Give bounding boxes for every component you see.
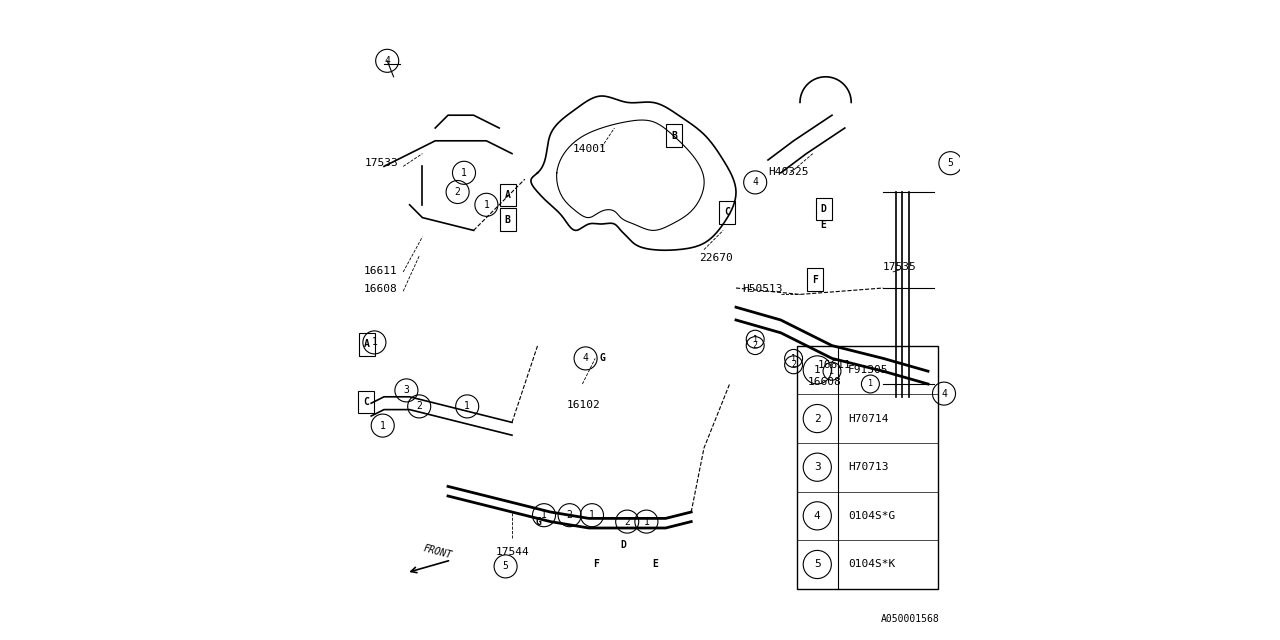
Text: C: C: [364, 397, 369, 407]
Text: 1: 1: [753, 335, 758, 344]
Text: 1: 1: [484, 200, 489, 210]
Text: 16608: 16608: [364, 284, 397, 294]
Text: 3: 3: [403, 385, 410, 396]
Text: 16611: 16611: [818, 360, 851, 370]
Text: D: D: [621, 540, 626, 550]
Text: 1: 1: [380, 420, 385, 431]
Bar: [358, 333, 375, 356]
Bar: [499, 184, 516, 207]
Text: 16102: 16102: [566, 399, 600, 410]
Text: 2: 2: [791, 360, 796, 369]
Text: 1: 1: [644, 516, 649, 527]
Text: H70714: H70714: [849, 413, 888, 424]
Text: 4: 4: [384, 56, 390, 66]
Text: 14001: 14001: [573, 145, 607, 154]
Text: 1: 1: [465, 401, 470, 412]
Bar: [806, 269, 823, 291]
Text: A: A: [364, 339, 370, 349]
Text: 2: 2: [814, 413, 820, 424]
Text: 1: 1: [791, 354, 796, 363]
Text: F: F: [812, 275, 818, 285]
Text: B: B: [671, 131, 677, 141]
Text: 17544: 17544: [497, 547, 530, 557]
Text: 5: 5: [814, 559, 820, 570]
Text: 1: 1: [814, 365, 820, 375]
Text: 0104S*G: 0104S*G: [849, 511, 895, 521]
Text: D: D: [820, 204, 827, 214]
Text: 2: 2: [753, 341, 758, 350]
Text: 16611: 16611: [364, 266, 397, 276]
Text: 17535: 17535: [883, 262, 916, 272]
Text: 4: 4: [582, 353, 589, 364]
Text: 1: 1: [868, 380, 873, 388]
Text: 1: 1: [541, 510, 547, 520]
Text: 0104S*K: 0104S*K: [849, 559, 895, 570]
Text: 22670: 22670: [699, 253, 732, 263]
Text: F: F: [594, 559, 599, 570]
Bar: [666, 124, 682, 147]
Bar: [796, 346, 937, 589]
Text: FRONT: FRONT: [422, 543, 453, 560]
Text: E: E: [820, 220, 827, 230]
Bar: [815, 198, 832, 220]
Text: A050001568: A050001568: [881, 614, 940, 624]
Text: A: A: [504, 190, 511, 200]
Text: H40325: H40325: [768, 168, 809, 177]
Text: 1: 1: [371, 337, 378, 348]
Bar: [499, 208, 516, 231]
Text: 17533: 17533: [365, 159, 398, 168]
Bar: [719, 201, 735, 223]
Text: G: G: [600, 353, 605, 364]
Text: E: E: [653, 559, 658, 570]
Text: H50513: H50513: [742, 284, 783, 294]
Text: G: G: [536, 516, 541, 527]
Text: 2: 2: [567, 510, 572, 520]
Text: 2: 2: [416, 401, 422, 412]
Text: 16608: 16608: [808, 378, 841, 387]
Bar: [358, 390, 374, 413]
Text: 5: 5: [503, 561, 508, 572]
Text: 5: 5: [947, 158, 954, 168]
Text: C: C: [724, 207, 730, 218]
Text: 4: 4: [753, 177, 758, 188]
Text: 4: 4: [814, 511, 820, 521]
Text: 4: 4: [941, 388, 947, 399]
Text: B: B: [504, 214, 511, 225]
Text: 3: 3: [814, 462, 820, 472]
Text: 1: 1: [829, 367, 835, 376]
Text: 2: 2: [625, 516, 630, 527]
Text: F91305: F91305: [849, 365, 888, 375]
Text: 1: 1: [589, 510, 595, 520]
Text: 1: 1: [461, 168, 467, 178]
Text: H70713: H70713: [849, 462, 888, 472]
Text: 2: 2: [454, 187, 461, 197]
